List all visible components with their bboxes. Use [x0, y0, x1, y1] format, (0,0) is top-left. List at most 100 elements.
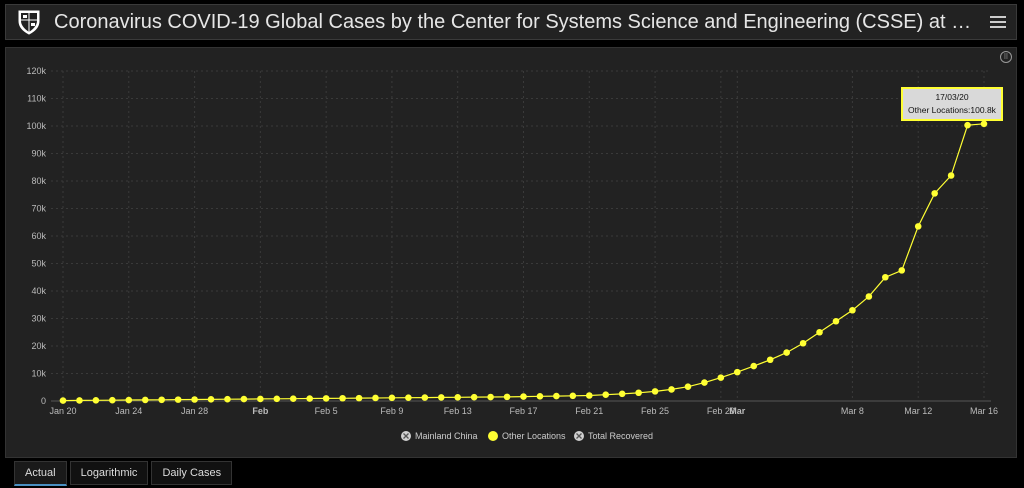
data-point — [701, 379, 708, 386]
data-point — [289, 395, 297, 402]
data-point — [191, 396, 198, 403]
legend-x-mark — [576, 433, 582, 439]
data-point — [125, 396, 133, 404]
data-point — [339, 394, 346, 402]
y-tick-label: 70k — [31, 204, 46, 214]
data-point — [832, 317, 840, 325]
data-point — [602, 391, 610, 398]
data-point — [569, 392, 577, 400]
x-tick-label: Mar 12 — [904, 406, 932, 416]
x-tick-label: Feb 9 — [380, 406, 403, 416]
data-point — [470, 393, 478, 401]
data-point — [257, 395, 264, 403]
data-point — [914, 223, 922, 230]
hamburger-menu-icon[interactable] — [990, 13, 1006, 31]
data-point — [865, 293, 873, 300]
data-point — [651, 388, 659, 395]
data-point — [734, 368, 741, 376]
y-tick-label: 30k — [31, 314, 46, 324]
data-point — [635, 389, 642, 397]
data-point — [668, 386, 675, 393]
x-tick-label: Feb — [252, 406, 269, 416]
data-point — [585, 392, 593, 399]
expand-icon[interactable]: ⠿ — [1000, 51, 1012, 63]
data-point — [109, 396, 116, 404]
data-point — [882, 273, 889, 281]
university-shield-icon — [16, 9, 42, 35]
y-tick-label: 100k — [26, 121, 46, 131]
y-tick-label: 0 — [41, 396, 46, 406]
y-tick-label: 10k — [31, 369, 46, 379]
x-tick-label: Mar — [729, 406, 746, 416]
tooltip-value: Other Locations:100.8k — [908, 105, 997, 115]
data-point — [388, 394, 396, 402]
data-point — [799, 339, 807, 347]
chart-tabs: Actual Logarithmic Daily Cases — [14, 461, 233, 486]
data-point — [355, 394, 363, 402]
tooltip-box — [901, 87, 1003, 121]
tab-daily-cases[interactable]: Daily Cases — [151, 461, 233, 485]
data-point — [141, 396, 149, 404]
data-point — [553, 392, 560, 400]
data-point — [59, 397, 67, 404]
data-point — [240, 395, 248, 403]
x-tick-label: Jan 20 — [49, 406, 76, 416]
data-point — [224, 395, 231, 403]
legend-label[interactable]: Total Recovered — [588, 431, 653, 441]
data-point — [947, 172, 955, 179]
data-point — [536, 393, 544, 400]
data-point — [421, 394, 429, 401]
data-point — [454, 393, 462, 401]
data-point — [207, 396, 215, 403]
data-point — [273, 395, 281, 403]
y-tick-label: 90k — [31, 149, 46, 159]
x-tick-label: Feb 17 — [509, 406, 537, 416]
data-point — [898, 267, 906, 274]
y-tick-label: 110k — [27, 94, 46, 104]
data-point — [158, 396, 165, 404]
tab-logarithmic[interactable]: Logarithmic — [69, 461, 149, 485]
y-tick-label: 50k — [31, 259, 46, 269]
x-tick-label: Feb 29 — [707, 406, 735, 416]
chart-panel: ⠿ 0 10k 20k 30k 40k 50k 60k 70k 80k 90k 100k 110k 12… — [5, 47, 1017, 458]
legend-marker-other-locations — [488, 431, 498, 441]
data-point — [372, 394, 379, 402]
data-point — [503, 393, 511, 401]
data-point — [92, 397, 100, 404]
x-tick-label: Mar 16 — [970, 406, 998, 416]
y-tick-label: 120k — [26, 66, 46, 76]
tab-actual[interactable]: Actual — [14, 461, 67, 486]
data-point — [520, 393, 527, 400]
data-point — [783, 349, 790, 356]
legend-label[interactable]: Other Locations — [502, 431, 566, 441]
data-point — [684, 383, 692, 391]
data-point — [487, 393, 494, 401]
data-point — [76, 397, 83, 404]
dashboard-title: Coronavirus COVID-19 Global Cases by the… — [54, 10, 974, 33]
data-point — [964, 121, 971, 129]
data-point — [750, 362, 758, 370]
data-point — [437, 394, 445, 401]
cases-line-chart: 0 10k 20k 30k 40k 50k 60k 70k 80k 90k 100k 110k 120k… — [26, 66, 1003, 441]
data-point — [306, 395, 313, 402]
tooltip-date: 17/03/20 — [935, 92, 968, 102]
data-point — [717, 374, 725, 381]
data-point — [174, 396, 182, 403]
x-tick-label: Feb 25 — [641, 406, 669, 416]
y-tick-label: 60k — [31, 231, 46, 241]
data-point — [322, 395, 330, 402]
legend-x-mark — [403, 433, 409, 439]
legend-label[interactable]: Mainland China — [415, 431, 478, 441]
data-point — [618, 390, 626, 398]
data-point — [849, 306, 856, 314]
data-point — [766, 356, 774, 364]
data-point — [931, 190, 938, 197]
x-tick-label: Feb 5 — [315, 406, 338, 416]
y-tick-label: 40k — [31, 286, 46, 296]
x-tick-label: Feb 13 — [444, 406, 472, 416]
y-tick-label: 20k — [31, 341, 46, 351]
x-tick-label: Jan 28 — [181, 406, 208, 416]
app-header: Coronavirus COVID-19 Global Cases by the… — [5, 4, 1017, 40]
data-point — [405, 394, 412, 402]
x-tick-label: Feb 21 — [575, 406, 603, 416]
